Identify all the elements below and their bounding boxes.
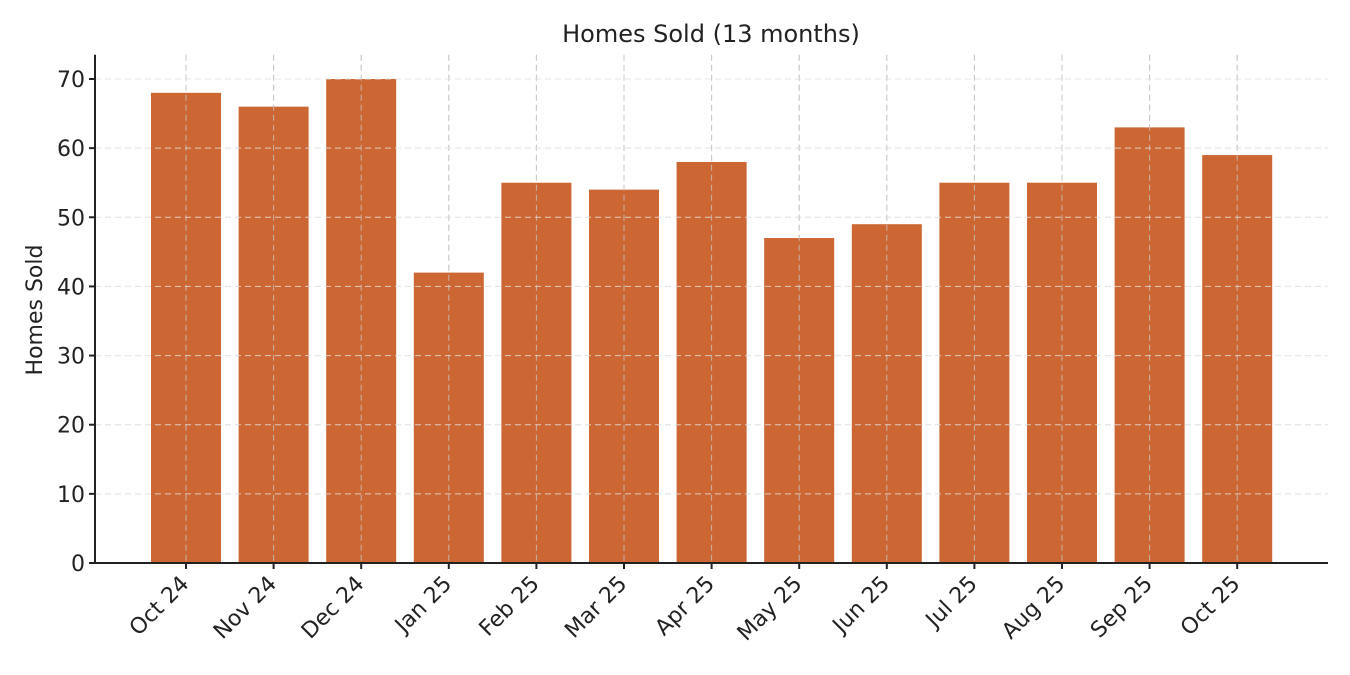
y-tick-label: 20 <box>57 414 85 439</box>
x-tick-label: May 25 <box>733 572 808 647</box>
y-axis-ticks: 0 10 20 30 40 50 60 70 <box>57 68 95 577</box>
y-tick-label: 60 <box>57 137 85 162</box>
x-axis-ticks: Oct 24 Nov 24 Dec 24 Jan 25 Feb 25 Mar 25 Apr … <box>125 563 1245 647</box>
x-tick-label: Mar 25 <box>560 572 632 644</box>
x-tick-label: Jul 25 <box>920 572 983 635</box>
y-tick-label: 70 <box>57 68 85 93</box>
x-tick-label: Sep 25 <box>1086 572 1158 644</box>
x-tick-label: Jan 25 <box>389 572 457 640</box>
x-tick-label: Oct 24 <box>125 572 194 641</box>
x-tick-label: Dec 24 <box>297 572 370 645</box>
y-tick-label: 40 <box>57 275 85 300</box>
x-tick-label: Nov 24 <box>209 572 282 645</box>
x-tick-label: Jun 25 <box>827 572 895 640</box>
x-tick-label: Apr 25 <box>651 572 720 641</box>
bar <box>676 161 747 563</box>
x-tick-label: Oct 25 <box>1176 572 1245 641</box>
y-tick-label: 50 <box>57 206 85 231</box>
x-tick-label: Aug 25 <box>997 572 1070 645</box>
y-axis-label: Homes Sold <box>23 245 48 376</box>
y-tick-label: 0 <box>71 552 85 577</box>
x-tick-label: Feb 25 <box>475 572 545 642</box>
y-tick-label: 30 <box>57 345 85 370</box>
bars <box>95 54 1328 564</box>
chart-title: Homes Sold (13 months) <box>562 20 860 48</box>
y-tick-label: 10 <box>57 483 85 508</box>
